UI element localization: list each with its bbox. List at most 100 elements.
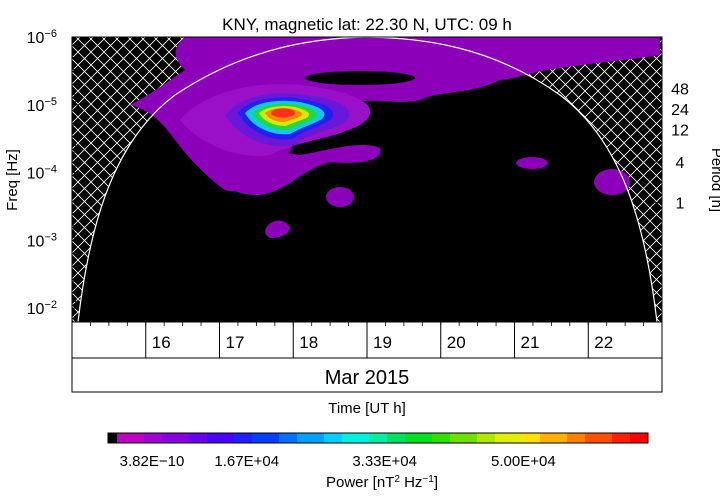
colorbar-segment xyxy=(207,433,217,443)
colorbar-segment xyxy=(243,433,253,443)
plot-area xyxy=(72,37,662,322)
colorbar-tick-label: 3.33E+04 xyxy=(352,453,417,470)
colorbar-segment xyxy=(171,433,181,443)
period-tick-label: 12 xyxy=(671,123,689,140)
colorbar-segment xyxy=(342,433,352,443)
colorbar-title: Power [nT2 Hz−1] xyxy=(326,474,438,492)
colorbar-segment xyxy=(540,433,550,443)
time-axis: 16 17 18 19 20 21 22 Mar 2015 xyxy=(71,321,663,393)
x-tick-label: 19 xyxy=(373,333,392,352)
y-tick-label: 10−4 xyxy=(27,164,57,183)
colorbar-segment xyxy=(162,433,172,443)
period-axis-label: Period [h] xyxy=(708,148,720,212)
colorbar-segment xyxy=(333,433,343,443)
colorbar-segment xyxy=(351,433,361,443)
colorbar xyxy=(107,432,649,444)
power-contour-peak xyxy=(271,108,295,118)
colorbar-segment xyxy=(504,433,514,443)
colorbar-segment xyxy=(477,433,487,443)
colorbar-segment xyxy=(216,433,226,443)
colorbar-segment xyxy=(225,433,235,443)
colorbar-segment xyxy=(603,433,613,443)
month-box xyxy=(71,357,663,393)
power-blob-day19 xyxy=(326,187,354,207)
cone-of-influence-hatch xyxy=(72,37,662,322)
colorbar-segment xyxy=(567,433,577,443)
colorbar-segment xyxy=(585,433,595,443)
colorbar-segment xyxy=(117,433,127,443)
power-blob-day17 xyxy=(265,220,290,238)
colorbar-segment xyxy=(459,433,469,443)
power-blob-day21 xyxy=(516,157,548,169)
colorbar-segment xyxy=(324,433,334,443)
colorbar-segment xyxy=(180,433,190,443)
colorbar-segment xyxy=(288,433,298,443)
colorbar-segment xyxy=(450,433,460,443)
colorbar-tick-label: 3.82E−10 xyxy=(120,453,185,470)
chart-title: KNY, magnetic lat: 22.30 N, UTC: 09 h xyxy=(222,15,512,34)
colorbar-segment xyxy=(153,433,163,443)
colorbar-segment xyxy=(315,433,325,443)
colorbar-segment xyxy=(126,433,136,443)
colorbar-segment xyxy=(189,433,199,443)
period-tick-label: 24 xyxy=(671,102,689,119)
y-axis-ticks: 10−6 10−5 10−4 10−3 10−2 xyxy=(27,28,79,318)
cone-of-influence-line xyxy=(77,37,658,322)
colorbar-segment xyxy=(198,433,208,443)
colorbar-segment xyxy=(306,433,316,443)
colorbar-segment xyxy=(144,433,154,443)
period-tick-label: 1 xyxy=(676,196,685,213)
colorbar-segment xyxy=(630,433,640,443)
colorbar-segment xyxy=(387,433,397,443)
x-tick-label: 18 xyxy=(299,333,318,352)
colorbar-segment xyxy=(270,433,280,443)
colorbar-segment xyxy=(558,433,568,443)
colorbar-segment xyxy=(252,433,262,443)
colorbar-segment xyxy=(360,433,370,443)
period-tick-label: 48 xyxy=(671,82,689,99)
colorbar-segment xyxy=(513,433,523,443)
colorbar-segment xyxy=(423,433,433,443)
colorbar-segment xyxy=(441,433,451,443)
period-tick-label: 4 xyxy=(676,155,685,172)
x-tick-label: 17 xyxy=(226,333,245,352)
colorbar-tick-labels: 3.82E−10 1.67E+04 3.33E+04 5.00E+04 xyxy=(120,453,556,470)
x-tick-label: 16 xyxy=(152,333,171,352)
colorbar-segment xyxy=(396,433,406,443)
colorbar-frame xyxy=(107,432,649,444)
power-contour-lower-lobe xyxy=(200,145,381,196)
colorbar-segment xyxy=(279,433,289,443)
colorbar-segment xyxy=(612,433,622,443)
colorbar-segment xyxy=(369,433,379,443)
colorbar-segment xyxy=(468,433,478,443)
month-label: Mar 2015 xyxy=(325,367,410,389)
colorbar-segment xyxy=(297,433,307,443)
colorbar-tick-label: 1.67E+04 xyxy=(214,453,279,470)
y-tick-label: 10−3 xyxy=(27,231,57,250)
y-tick-label: 10−6 xyxy=(27,28,57,47)
colorbar-segment xyxy=(405,433,415,443)
colorbar-segment xyxy=(378,433,388,443)
y-tick-label: 10−5 xyxy=(27,96,57,115)
colorbar-segment xyxy=(594,433,604,443)
colorbar-segment xyxy=(261,433,271,443)
colorbar-segment xyxy=(486,433,496,443)
period-axis-ticks: 48 24 12 4 1 xyxy=(655,82,689,213)
colorbar-segment xyxy=(621,433,631,443)
colorbar-segment xyxy=(234,433,244,443)
x-axis-label: Time [UT h] xyxy=(328,400,406,417)
y-axis-label: Freq [Hz] xyxy=(4,149,21,211)
x-tick-label: 20 xyxy=(447,333,466,352)
x-tick-label: 22 xyxy=(594,333,613,352)
colorbar-segment xyxy=(495,433,505,443)
power-minimum-region xyxy=(305,71,415,85)
colorbar-segment xyxy=(531,433,541,443)
colorbar-segment xyxy=(576,433,586,443)
colorbar-segment xyxy=(108,433,118,443)
colorbar-segment xyxy=(432,433,442,443)
colorbar-segment xyxy=(135,433,145,443)
y-tick-label: 10−2 xyxy=(27,299,57,318)
colorbar-segment xyxy=(549,433,559,443)
colorbar-segment xyxy=(639,433,649,443)
